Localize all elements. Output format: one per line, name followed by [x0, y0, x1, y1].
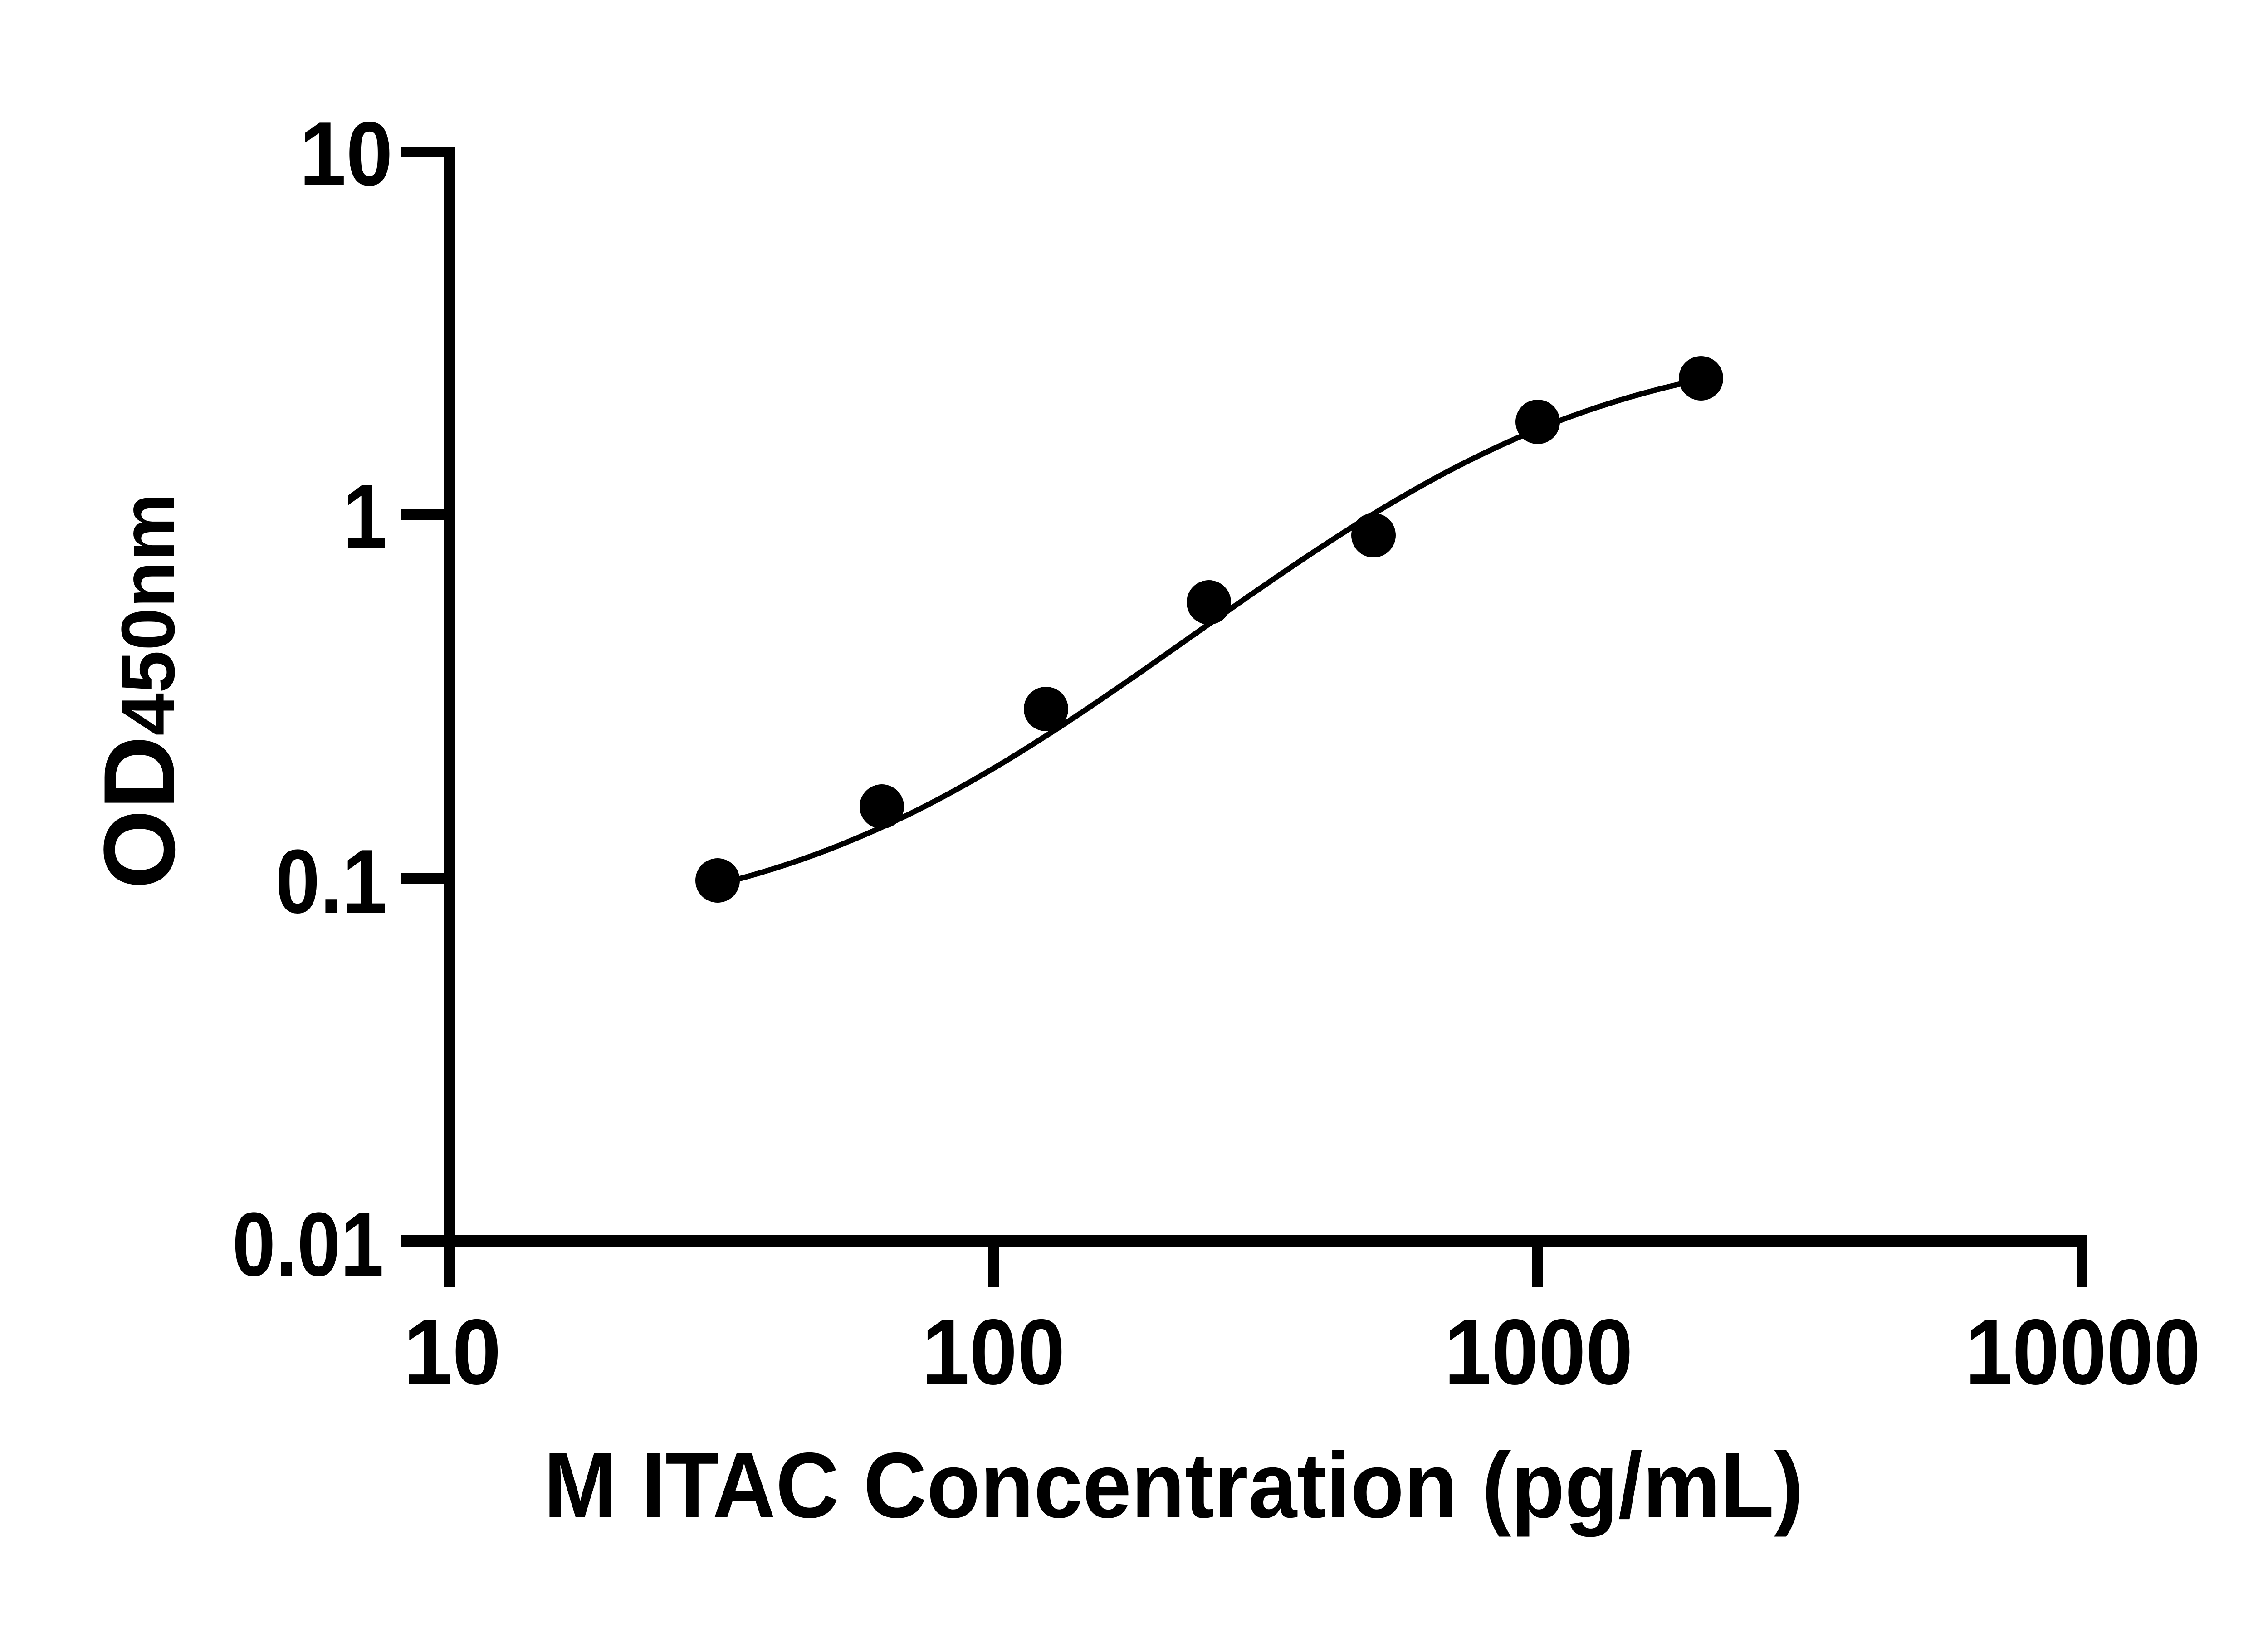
svg-text:M ITAC Concentration (pg/mL): M ITAC Concentration (pg/mL): [544, 1433, 1804, 1537]
svg-text:OD450nm: OD450nm: [83, 493, 196, 889]
svg-text:0.01: 0.01: [232, 1194, 384, 1295]
svg-text:100: 100: [922, 1300, 1065, 1404]
svg-text:1000: 1000: [1444, 1300, 1633, 1404]
svg-text:0.1: 0.1: [275, 831, 387, 932]
svg-text:1: 1: [343, 466, 387, 567]
svg-text:10000: 10000: [1965, 1300, 2201, 1404]
svg-text:10: 10: [403, 1300, 501, 1404]
svg-text:10: 10: [299, 103, 393, 205]
